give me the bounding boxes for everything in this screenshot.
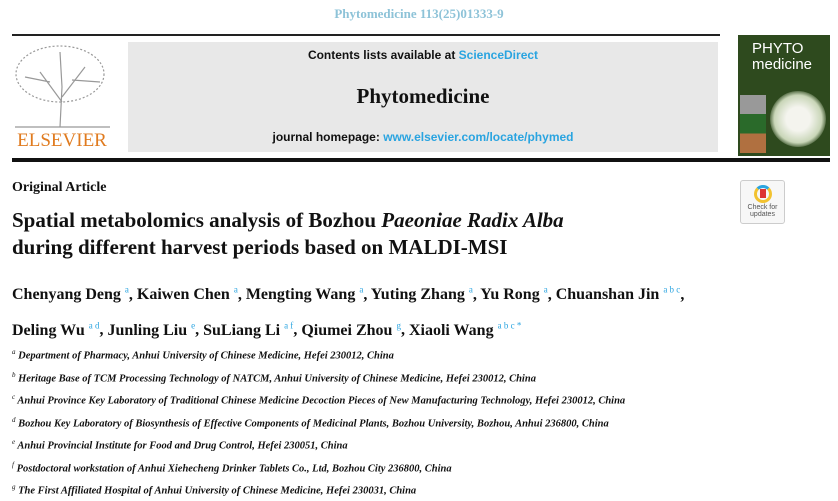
author[interactable]: Chuanshan Jin a b c	[555, 285, 681, 304]
check-for-updates-button[interactable]: Check for updates	[740, 180, 785, 224]
cover-flower-image	[770, 91, 826, 147]
badge-label: Check for	[747, 204, 778, 211]
affiliation-text: Anhui Provincial Institute for Food and …	[17, 440, 348, 452]
affiliation-marker[interactable]: a f	[284, 320, 294, 331]
author-name: Yu Rong	[480, 286, 540, 304]
author[interactable]: Mengting Wang a	[245, 285, 364, 304]
affiliation-key: g	[12, 483, 16, 491]
affiliation-marker[interactable]: a	[543, 285, 548, 295]
affiliation-key: c	[12, 393, 16, 401]
affiliation-text: Bozhou Key Laboratory of Biosynthesis of…	[18, 418, 609, 429]
affiliation-key: e	[12, 438, 16, 446]
author-name: Deling Wu	[12, 321, 85, 339]
author[interactable]: Junling Liu e	[107, 320, 196, 339]
elsevier-wordmark: ELSEVIER	[17, 130, 107, 151]
cover-subtitle: medicine	[752, 56, 813, 73]
sciencedirect-link[interactable]: ScienceDirect	[458, 48, 539, 62]
affiliation-list: a Department of Pharmacy, Anhui Universi…	[12, 343, 625, 501]
badge-label: updates	[750, 211, 775, 218]
author[interactable]: Chenyang Deng a	[12, 285, 129, 304]
homepage-text: journal homepage:	[272, 130, 384, 144]
affiliation: c Anhui Province Key Laboratory of Tradi…	[12, 388, 625, 411]
author-name: Kaiwen Chen	[136, 286, 230, 304]
cover-title: PHYTO	[752, 40, 804, 57]
affiliation-text: Anhui Province Key Laboratory of Traditi…	[17, 395, 626, 407]
author-name: Yuting Zhang	[370, 286, 465, 304]
affiliation-key: d	[12, 415, 16, 424]
affiliation-key: f	[12, 460, 14, 469]
homepage-link[interactable]: www.elsevier.com/locate/phymed	[383, 130, 574, 144]
affiliation-text: Department of Pharmacy, Anhui University…	[18, 350, 394, 362]
affiliation: g The First Affiliated Hospital of Anhui…	[12, 478, 625, 501]
affiliation-text: Postdoctoral workstation of Anhui Xiehec…	[16, 463, 452, 474]
author-name: SuLiang Li	[203, 321, 281, 339]
affiliation-marker[interactable]: a b c *	[497, 320, 522, 331]
affiliation-key: b	[12, 370, 16, 379]
cover-image-strip	[740, 95, 766, 153]
affiliation-marker[interactable]: a	[124, 285, 129, 295]
affiliation: d Bozhou Key Laboratory of Biosynthesis …	[12, 411, 625, 434]
affiliation-marker[interactable]: a	[359, 285, 364, 295]
author[interactable]: Deling Wu a d	[12, 320, 100, 339]
author[interactable]: Yuting Zhang a	[370, 285, 473, 304]
title-species: Paeoniae Radix Alba	[381, 208, 564, 232]
journal-name: Phytomedicine	[356, 84, 490, 108]
journal-masthead: Contents lists available at ScienceDirec…	[128, 42, 718, 152]
affiliation-marker[interactable]: e	[191, 320, 196, 331]
affiliation-marker[interactable]: a b c	[663, 285, 681, 295]
title-part: Spatial metabolomics analysis of Bozhou	[12, 208, 382, 232]
author-name: Mengting Wang	[245, 286, 356, 304]
divider	[12, 34, 720, 36]
author-list: Chenyang Deng a, Kaiwen Chen a, Mengting…	[12, 285, 685, 339]
author-name: Xiaoli Wang	[408, 321, 494, 339]
author[interactable]: Kaiwen Chen a	[136, 285, 238, 304]
author-name: Chuanshan Jin	[555, 286, 660, 304]
article-type: Original Article	[12, 180, 107, 195]
author-name: Junling Liu	[107, 321, 188, 339]
affiliation-marker[interactable]: a	[233, 285, 238, 295]
affiliation-marker[interactable]: a	[468, 285, 473, 295]
author[interactable]: Qiumei Zhou g	[301, 320, 401, 339]
author-name: Chenyang Deng	[12, 286, 121, 304]
divider	[12, 158, 830, 162]
affiliation-marker[interactable]: g	[396, 320, 401, 331]
author[interactable]: Yu Rong a	[480, 285, 548, 304]
article-title: Spatial metabolomics analysis of Bozhou …	[12, 207, 712, 261]
affiliation-key: a	[12, 348, 16, 356]
affiliation-text: Heritage Base of TCM Processing Technolo…	[18, 373, 536, 384]
bookmark-icon	[753, 185, 772, 203]
journal-cover: PHYTO medicine	[738, 35, 830, 156]
author[interactable]: Xiaoli Wang a b c *	[408, 320, 522, 339]
contents-text: Contents lists available at	[307, 48, 459, 62]
affiliation-marker[interactable]: a d	[88, 320, 100, 331]
journal-reference: Phytomedicine 113(25)01333-9	[334, 6, 504, 21]
elsevier-tree-logo	[10, 42, 114, 152]
affiliation: b Heritage Base of TCM Processing Techno…	[12, 366, 625, 389]
affiliation: a Department of Pharmacy, Anhui Universi…	[12, 343, 625, 366]
affiliation: e Anhui Provincial Institute for Food an…	[12, 433, 625, 456]
author-name: Qiumei Zhou	[301, 321, 393, 339]
author[interactable]: SuLiang Li a f	[203, 320, 294, 339]
title-part: during different harvest periods based o…	[12, 235, 508, 259]
affiliation: f Postdoctoral workstation of Anhui Xieh…	[12, 456, 625, 479]
affiliation-text: The First Affiliated Hospital of Anhui U…	[18, 485, 417, 497]
